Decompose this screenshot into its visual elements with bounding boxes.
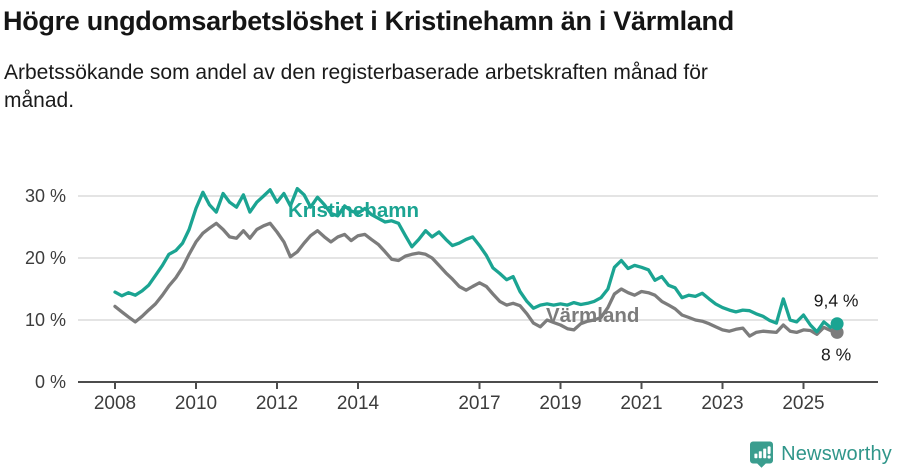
x-axis-tick-label: 2017	[458, 393, 500, 414]
chart-header: Högre ungdomsarbetslöshet i Kristinehamn…	[3, 6, 754, 115]
newsworthy-logo: Newsworthy	[750, 441, 892, 468]
kristinehamn-end-dot	[830, 317, 844, 331]
värmland-series-label: Värmland	[546, 304, 639, 327]
y-axis-tick-label: 30 %	[25, 186, 66, 206]
newsworthy-pin-barchart-icon	[750, 441, 774, 468]
x-axis-tick-label: 2012	[256, 393, 298, 414]
chart-title: Högre ungdomsarbetslöshet i Kristinehamn…	[3, 6, 734, 36]
kristinehamn-end-value-label: 9,4 %	[814, 291, 859, 311]
y-axis-tick-label: 20 %	[25, 248, 66, 268]
kristinehamn-series-label: Kristinehamn	[288, 199, 419, 222]
brand-name: Newsworthy	[781, 443, 892, 465]
värmland-end-value-label: 8 %	[821, 344, 851, 364]
x-axis-tick-label: 2008	[94, 393, 136, 414]
y-axis-tick-label: 10 %	[25, 310, 66, 330]
x-axis-tick-label: 2014	[337, 393, 380, 414]
x-axis-tick-label: 2025	[782, 393, 824, 414]
x-axis-tick-label: 2019	[539, 393, 581, 414]
x-axis-tick-label: 2023	[701, 393, 743, 414]
värmland-line	[113, 221, 839, 338]
x-axis-tick-label: 2021	[620, 393, 662, 414]
kristinehamn-line	[113, 186, 839, 334]
x-axis-tick-label: 2010	[175, 393, 217, 414]
y-axis-tick-label: 0 %	[35, 372, 66, 392]
chart-subtitle: Arbetssökande som andel av den registerb…	[4, 61, 708, 112]
